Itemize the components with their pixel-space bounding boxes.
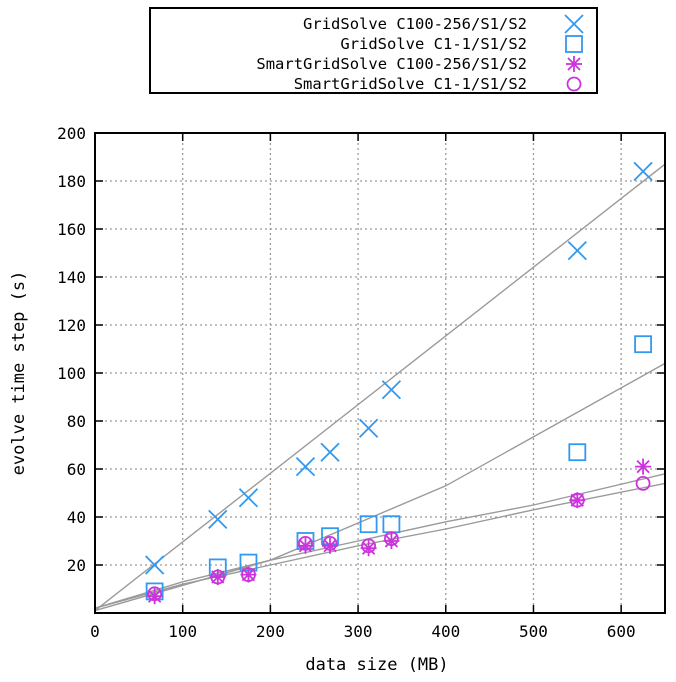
y-tick-label: 40: [67, 508, 86, 527]
y-tick-label: 160: [57, 220, 86, 239]
legend-label: SmartGridSolve C100-256/S1/S2: [256, 55, 527, 73]
x-tick-label: 600: [607, 622, 636, 641]
data-point: [382, 515, 401, 534]
data-point: [634, 335, 652, 354]
y-tick-label: 120: [57, 316, 86, 335]
data-point: [635, 458, 652, 475]
legend-box: [149, 7, 598, 94]
y-tick-label: 80: [67, 412, 86, 431]
legend-marker: [566, 76, 582, 92]
fit-lines: [94, 163, 666, 612]
x-tick-label: 100: [168, 622, 197, 641]
y-axis-title: evolve time step (s): [9, 271, 29, 476]
data-point: [361, 538, 377, 554]
x-tick-label: 400: [431, 622, 460, 641]
data-point: [238, 488, 259, 508]
data-markers: [144, 161, 653, 605]
series-2: [145, 335, 652, 601]
data-point: [147, 586, 163, 602]
series-1: [144, 161, 653, 575]
data-point: [635, 475, 651, 491]
y-tick-label: 140: [57, 268, 86, 287]
fit-line: [94, 473, 666, 609]
data-point: [322, 536, 338, 551]
data-point: [358, 418, 379, 438]
data-point: [210, 569, 226, 585]
data-point: [568, 443, 587, 462]
x-tick-label: 500: [519, 622, 548, 641]
fit-line: [94, 163, 666, 612]
data-point: [569, 492, 585, 508]
legend-label: GridSolve C1-1/S1/S2: [340, 35, 527, 53]
legend: GridSolve C100-256/S1/S2 GridSolve C1-1/S…: [149, 7, 598, 94]
axis-ticks: 0 100 200 300 400 500 600 20 40 60 80 100 120 140 160 1…: [57, 124, 665, 641]
fit-line: [94, 482, 666, 609]
data-point: [359, 515, 378, 534]
data-point: [241, 567, 256, 582]
x-tick-label: 0: [90, 622, 100, 641]
series-4: [147, 475, 651, 602]
x-axis-title: data size (MB): [305, 655, 448, 675]
data-point: [298, 536, 313, 551]
legend-label: GridSolve C100-256/S1/S2: [303, 15, 527, 33]
data-point: [208, 509, 228, 530]
grid: [95, 133, 665, 613]
y-tick-label: 100: [57, 364, 86, 383]
y-tick-label: 60: [67, 460, 86, 479]
data-point: [383, 531, 399, 546]
x-tick-label: 300: [344, 622, 373, 641]
y-tick-label: 20: [67, 556, 86, 575]
data-point: [144, 555, 165, 575]
fit-line: [94, 362, 666, 612]
y-tick-label: 180: [57, 172, 86, 191]
data-point: [295, 456, 316, 477]
legend-marker: [566, 56, 582, 72]
data-point: [633, 161, 653, 182]
legend-marker: [564, 14, 584, 34]
legend-marker: [565, 35, 583, 53]
x-tick-label: 200: [256, 622, 285, 641]
data-point: [381, 380, 402, 400]
legend-label: SmartGridSolve C1-1/S1/S2: [294, 75, 527, 93]
y-tick-label: 200: [57, 124, 86, 143]
data-point: [320, 442, 340, 462]
data-point: [567, 240, 587, 261]
